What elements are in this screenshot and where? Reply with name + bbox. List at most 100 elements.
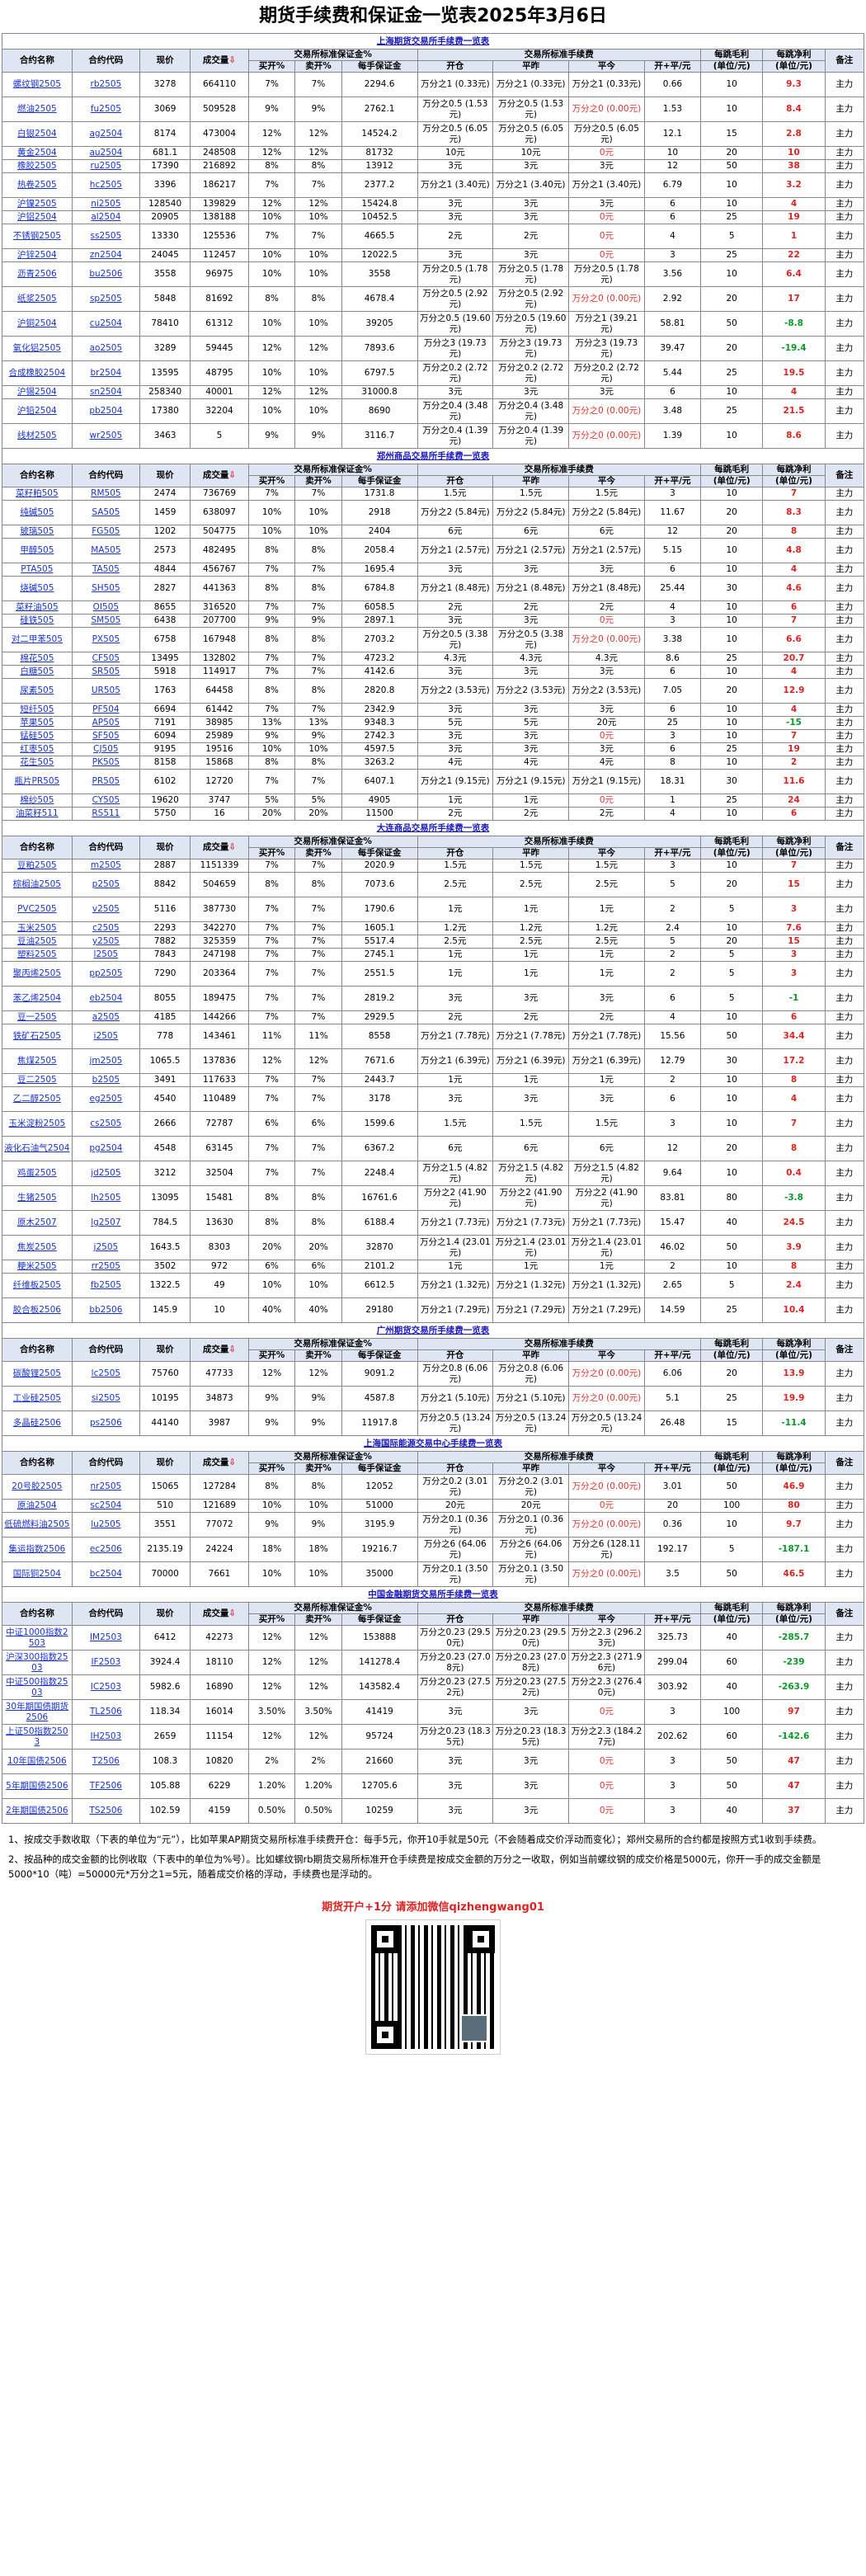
contract-name[interactable]: 集运指数2506 [2, 1537, 73, 1562]
contract-code[interactable]: rb2505 [71, 72, 141, 97]
contract-name[interactable]: 白糖505 [2, 665, 73, 679]
contract-name[interactable]: 沪深300指数2503 [2, 1650, 73, 1675]
contract-name[interactable]: 胶合板2506 [2, 1297, 73, 1323]
contract-name[interactable]: 纤维板2505 [2, 1273, 73, 1298]
sort-arrow-icon[interactable]: ⇩ [228, 55, 237, 65]
contract-code[interactable]: p2505 [71, 872, 141, 897]
contract-name[interactable]: 生猪2505 [2, 1185, 73, 1211]
contract-name[interactable]: 焦炭2505 [2, 1235, 73, 1260]
contract-code[interactable]: RS511 [71, 807, 141, 821]
contract-code[interactable]: TL2506 [71, 1699, 141, 1725]
contract-name[interactable]: 豆粕2505 [2, 859, 73, 873]
contract-code[interactable]: IF2503 [71, 1650, 141, 1675]
contract-name[interactable]: 黄金2504 [2, 146, 73, 160]
contract-code[interactable]: ao2505 [71, 336, 141, 361]
contract-code[interactable]: PK505 [71, 756, 141, 770]
contract-name[interactable]: 线材2505 [2, 423, 73, 449]
contract-code[interactable]: fu2505 [71, 97, 141, 122]
contract-code[interactable]: TS2506 [71, 1798, 141, 1824]
contract-code[interactable]: nr2505 [71, 1474, 141, 1500]
contract-code[interactable]: a2505 [71, 1010, 141, 1024]
contract-code[interactable]: lh2505 [71, 1185, 141, 1211]
contract-name[interactable]: 螺纹钢2505 [2, 72, 73, 97]
contract-name[interactable]: 鸡蛋2505 [2, 1161, 73, 1186]
contract-name[interactable]: 沪镍2505 [2, 197, 73, 211]
contract-code[interactable]: ss2505 [71, 224, 141, 249]
contract-name[interactable]: 低硫燃料油2505 [2, 1512, 73, 1538]
contract-name[interactable]: 中证1000指数2503 [2, 1625, 73, 1651]
contract-name[interactable]: 纸浆2505 [2, 286, 73, 312]
contract-name[interactable]: 沪锡2504 [2, 385, 73, 399]
sort-arrow-icon[interactable]: ⇩ [228, 470, 237, 480]
contract-code[interactable]: j2505 [71, 1235, 141, 1260]
contract-name[interactable]: 原油2504 [2, 1499, 73, 1513]
contract-name[interactable]: 白银2504 [2, 121, 73, 147]
contract-name[interactable]: 纯碱505 [2, 500, 73, 525]
contract-name[interactable]: PVC2505 [2, 897, 73, 922]
contract-name[interactable]: 短纤505 [2, 703, 73, 717]
contract-code[interactable]: au2504 [71, 146, 141, 160]
contract-code[interactable]: TF2506 [71, 1773, 141, 1799]
contract-code[interactable]: bu2506 [71, 261, 141, 287]
contract-name[interactable]: 铁矿石2505 [2, 1024, 73, 1049]
contract-code[interactable]: UR505 [71, 678, 141, 704]
contract-name[interactable]: 沪铅2504 [2, 398, 73, 424]
contract-code[interactable]: MA505 [71, 538, 141, 563]
contract-name[interactable]: 橡胶2505 [2, 159, 73, 173]
sort-arrow-icon[interactable]: ⇩ [228, 1458, 237, 1467]
contract-name[interactable]: 20号胶2505 [2, 1474, 73, 1500]
contract-name[interactable]: 聚丙烯2505 [2, 961, 73, 987]
contract-name[interactable]: 10年国债2506 [2, 1749, 73, 1774]
contract-name[interactable]: 烧碱505 [2, 576, 73, 601]
contract-name[interactable]: 碳酸锂2505 [2, 1361, 73, 1387]
sort-arrow-icon[interactable]: ⇩ [228, 1345, 237, 1354]
contract-code[interactable]: lc2505 [71, 1361, 141, 1387]
contract-code[interactable]: eg2505 [71, 1086, 141, 1112]
contract-name[interactable]: 上证50指数2503 [2, 1724, 73, 1750]
contract-code[interactable]: SF505 [71, 729, 141, 743]
contract-name[interactable]: 锰硅505 [2, 729, 73, 743]
contract-code[interactable]: jm2505 [71, 1048, 141, 1074]
contract-code[interactable]: br2504 [71, 360, 141, 386]
qr-code-icon[interactable] [365, 1919, 501, 2055]
contract-name[interactable]: 油菜籽511 [2, 807, 73, 821]
contract-name[interactable]: 沪铝2504 [2, 210, 73, 224]
contract-name[interactable]: 豆二2505 [2, 1073, 73, 1087]
contract-name[interactable]: 焦煤2505 [2, 1048, 73, 1074]
contract-name[interactable]: 沪铜2504 [2, 311, 73, 337]
contract-name[interactable]: 沪锌2504 [2, 248, 73, 262]
contract-name[interactable]: 粳米2505 [2, 1260, 73, 1274]
contract-code[interactable]: TA505 [71, 563, 141, 577]
contract-code[interactable]: RM505 [71, 487, 141, 501]
contract-code[interactable]: jd2505 [71, 1161, 141, 1186]
contract-code[interactable]: lu2505 [71, 1512, 141, 1538]
contract-name[interactable]: 甲醇505 [2, 538, 73, 563]
contract-name[interactable]: 热卷2505 [2, 172, 73, 198]
contract-name[interactable]: 玉米淀粉2505 [2, 1111, 73, 1137]
contract-name[interactable]: 菜籽油505 [2, 600, 73, 615]
contract-code[interactable]: ag2504 [71, 121, 141, 147]
contract-code[interactable]: cs2505 [71, 1111, 141, 1137]
contract-name[interactable]: 瓶片PR505 [2, 769, 73, 794]
contract-code[interactable]: y2505 [71, 935, 141, 949]
contract-code[interactable]: pp2505 [71, 961, 141, 987]
contract-name[interactable]: 玻璃505 [2, 525, 73, 539]
contract-code[interactable]: ru2505 [71, 159, 141, 173]
contract-name[interactable]: 乙二醇2505 [2, 1086, 73, 1112]
contract-code[interactable]: IC2503 [71, 1674, 141, 1700]
contract-code[interactable]: PR505 [71, 769, 141, 794]
contract-code[interactable]: l2505 [71, 948, 141, 962]
contract-name[interactable]: 5年期国债2506 [2, 1773, 73, 1799]
contract-name[interactable]: 硅铁505 [2, 614, 73, 628]
contract-name[interactable]: 玉米2505 [2, 921, 73, 935]
contract-code[interactable]: zn2504 [71, 248, 141, 262]
contract-code[interactable]: AP505 [71, 716, 141, 730]
contract-code[interactable]: rr2505 [71, 1260, 141, 1274]
contract-code[interactable]: ec2506 [71, 1537, 141, 1562]
contract-name[interactable]: 不锈钢2505 [2, 224, 73, 249]
contract-code[interactable]: ni2505 [71, 197, 141, 211]
contract-name[interactable]: 苹果505 [2, 716, 73, 730]
contract-name[interactable]: 沥青2506 [2, 261, 73, 287]
contract-name[interactable]: 氧化铝2505 [2, 336, 73, 361]
contract-name[interactable]: 30年期国债期货2506 [2, 1699, 73, 1725]
